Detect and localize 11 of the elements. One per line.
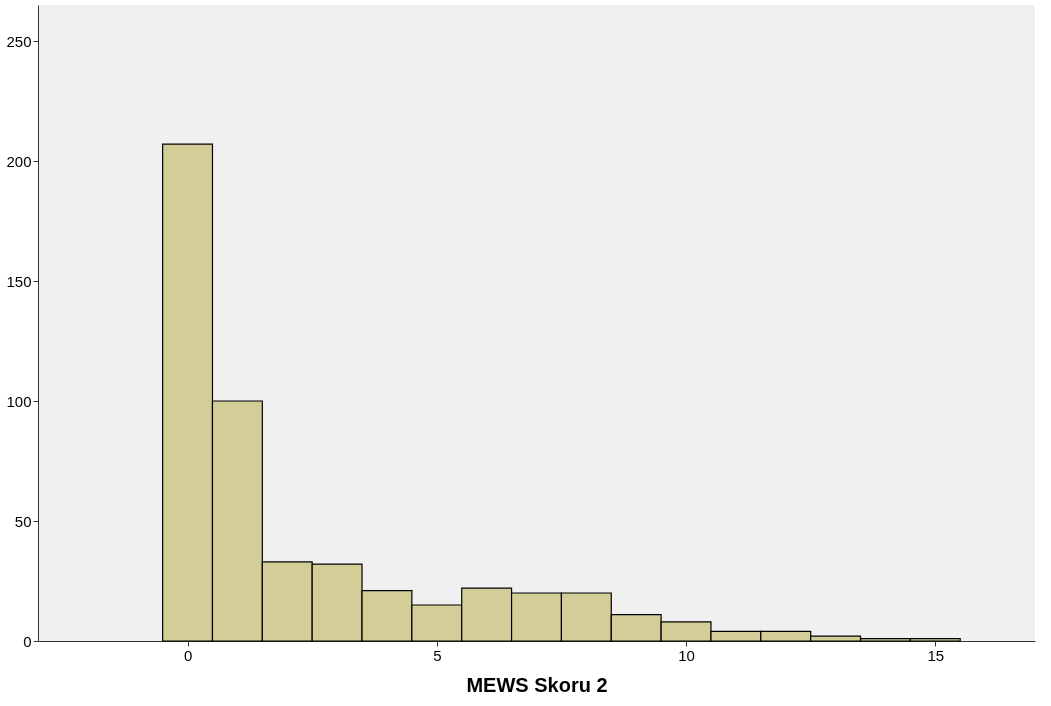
y-tick-label: 150 xyxy=(6,272,32,290)
x-tick-label: 15 xyxy=(927,646,945,664)
y-tick-label: 100 xyxy=(6,392,32,410)
x-tick-label: 10 xyxy=(678,646,695,664)
y-tick-label: 0 xyxy=(23,632,32,650)
x-tick-label: 0 xyxy=(183,646,193,664)
x-tick-label: 5 xyxy=(433,646,442,664)
y-tick-label: 200 xyxy=(6,152,32,170)
y-tick-label: 250 xyxy=(6,32,32,50)
x-axis-title: MEWS Skoru 2 xyxy=(466,673,608,696)
y-tick-label: 50 xyxy=(14,512,32,530)
